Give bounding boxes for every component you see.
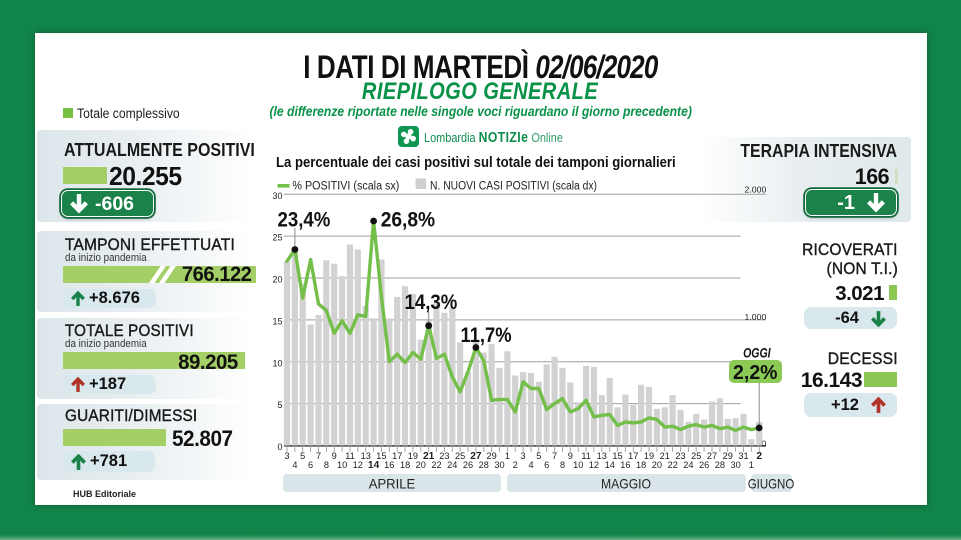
- svg-text:30: 30: [730, 460, 740, 470]
- svg-text:20: 20: [272, 275, 282, 285]
- svg-text:2.000: 2.000: [745, 184, 767, 194]
- svg-text:18: 18: [400, 460, 410, 470]
- svg-text:11: 11: [581, 451, 591, 461]
- svg-text:9: 9: [332, 451, 337, 461]
- svg-text:21: 21: [660, 451, 670, 461]
- svg-text:17: 17: [628, 451, 638, 461]
- svg-text:23,4%: 23,4%: [278, 207, 331, 232]
- svg-text:N. NUOVI CASI POSITIVI (scala: N. NUOVI CASI POSITIVI (scala dx): [430, 181, 597, 193]
- svg-text:26: 26: [699, 460, 709, 470]
- svg-text:25: 25: [272, 233, 282, 243]
- svg-text:14,3%: 14,3%: [405, 289, 458, 314]
- svg-text:3: 3: [521, 451, 526, 461]
- svg-text:30: 30: [272, 191, 282, 201]
- svg-text:5: 5: [300, 451, 305, 461]
- svg-text:12: 12: [353, 460, 363, 470]
- svg-text:2: 2: [756, 451, 762, 462]
- svg-text:6: 6: [544, 460, 549, 470]
- svg-text:27: 27: [707, 451, 717, 461]
- svg-text:14: 14: [368, 460, 380, 471]
- svg-text:GIUGNO: GIUGNO: [748, 476, 795, 492]
- svg-text:15: 15: [376, 451, 386, 461]
- svg-text:4: 4: [528, 460, 533, 470]
- svg-text:7: 7: [316, 451, 321, 461]
- svg-text:14: 14: [605, 460, 615, 470]
- svg-text:0: 0: [277, 442, 282, 452]
- svg-text:4: 4: [292, 460, 297, 470]
- svg-text:27: 27: [470, 451, 482, 462]
- svg-text:22: 22: [667, 460, 677, 470]
- svg-text:10: 10: [272, 358, 282, 368]
- svg-text:APRILE: APRILE: [369, 476, 416, 492]
- svg-text:25: 25: [455, 451, 465, 461]
- svg-text:5: 5: [536, 451, 541, 461]
- svg-text:18: 18: [636, 460, 646, 470]
- svg-text:23: 23: [675, 451, 685, 461]
- svg-text:1: 1: [749, 460, 754, 470]
- svg-text:29: 29: [486, 451, 496, 461]
- svg-text:16: 16: [384, 460, 394, 470]
- svg-text:13: 13: [361, 451, 371, 461]
- svg-text:30: 30: [494, 460, 504, 470]
- svg-text:17: 17: [392, 451, 402, 461]
- svg-text:9: 9: [568, 451, 573, 461]
- svg-text:11,7%: 11,7%: [461, 322, 512, 347]
- svg-text:1.000: 1.000: [745, 312, 767, 322]
- svg-text:26,8%: 26,8%: [381, 206, 435, 231]
- svg-text:13: 13: [597, 451, 607, 461]
- svg-text:12: 12: [589, 460, 599, 470]
- svg-text:19: 19: [408, 451, 418, 461]
- svg-text:26: 26: [463, 460, 473, 470]
- svg-text:8: 8: [324, 460, 329, 470]
- svg-text:20: 20: [416, 460, 426, 470]
- svg-text:5: 5: [277, 400, 282, 410]
- svg-text:20: 20: [652, 460, 662, 470]
- svg-text:21: 21: [423, 451, 435, 462]
- svg-text:10: 10: [337, 460, 347, 470]
- svg-text:31: 31: [738, 451, 748, 461]
- svg-text:22: 22: [431, 460, 441, 470]
- svg-text:24: 24: [447, 460, 457, 470]
- svg-text:28: 28: [715, 460, 725, 470]
- svg-text:19: 19: [644, 451, 654, 461]
- svg-text:2,2%: 2,2%: [733, 361, 778, 384]
- svg-text:11: 11: [345, 451, 355, 461]
- svg-text:0: 0: [761, 439, 766, 449]
- svg-text:% POSITIVI (scala sx): % POSITIVI (scala sx): [292, 181, 399, 193]
- svg-text:MAGGIO: MAGGIO: [601, 476, 651, 492]
- svg-text:15: 15: [272, 317, 282, 327]
- svg-text:29: 29: [723, 451, 733, 461]
- svg-text:8: 8: [560, 460, 565, 470]
- svg-text:3: 3: [284, 451, 289, 461]
- svg-text:28: 28: [479, 460, 489, 470]
- svg-text:7: 7: [552, 451, 557, 461]
- svg-text:1: 1: [505, 451, 510, 461]
- svg-text:16: 16: [620, 460, 630, 470]
- svg-text:15: 15: [612, 451, 622, 461]
- svg-text:OGGI: OGGI: [743, 346, 771, 361]
- svg-text:23: 23: [439, 451, 449, 461]
- svg-text:2: 2: [513, 460, 518, 470]
- svg-text:24: 24: [683, 460, 693, 470]
- svg-text:10: 10: [573, 460, 583, 470]
- svg-text:25: 25: [691, 451, 701, 461]
- svg-text:6: 6: [308, 460, 313, 470]
